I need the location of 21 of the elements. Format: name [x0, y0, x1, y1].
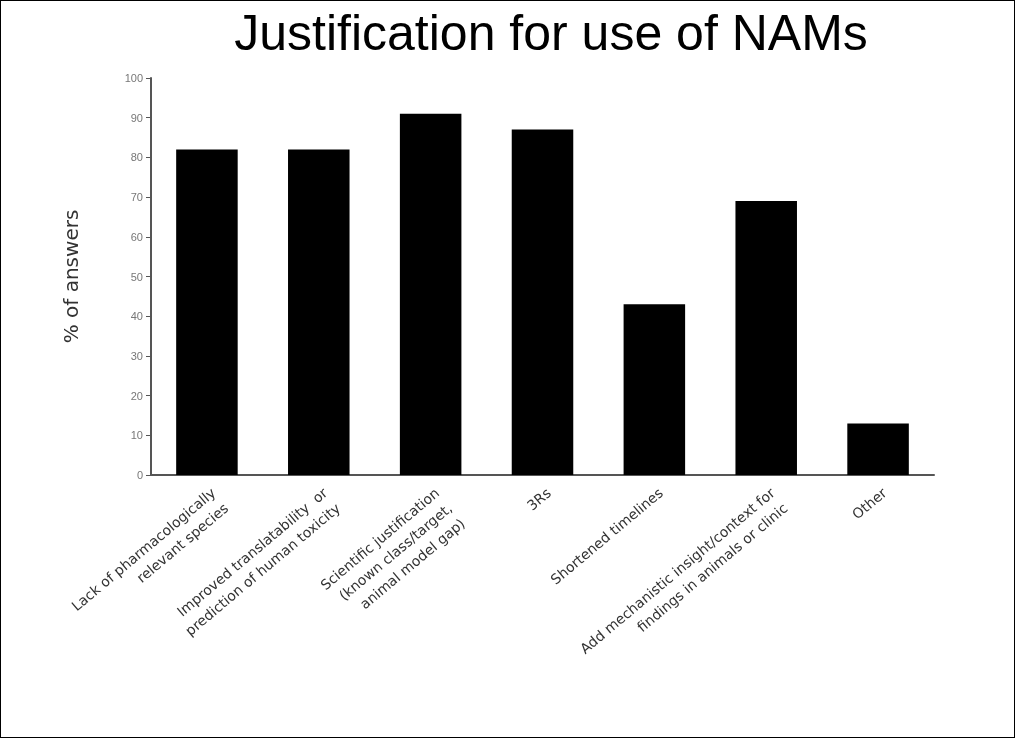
y-tick-label: 0	[136, 469, 143, 481]
y-tick-label: 30	[130, 349, 143, 362]
bar	[288, 149, 350, 475]
bar	[735, 201, 797, 475]
y-tick-label: 40	[130, 310, 143, 323]
chart-title: Justification for use of NAMs	[234, 5, 868, 61]
bar	[176, 149, 238, 475]
bar	[847, 423, 909, 475]
y-tick-label: 70	[130, 191, 143, 204]
x-tick-label: 3Rs	[523, 484, 555, 514]
bar	[511, 129, 574, 475]
y-tick-label: 20	[130, 389, 143, 402]
y-tick-label: 10	[130, 429, 143, 442]
y-tick-label: 100	[124, 72, 143, 84]
bar	[399, 113, 462, 475]
y-tick-label: 50	[130, 270, 143, 283]
y-tick-label: 80	[130, 151, 143, 164]
y-tick-label: 60	[130, 230, 143, 243]
bar	[623, 304, 686, 475]
y-tick-label: 90	[130, 111, 143, 124]
y-axis-title: % of answers	[59, 209, 83, 344]
